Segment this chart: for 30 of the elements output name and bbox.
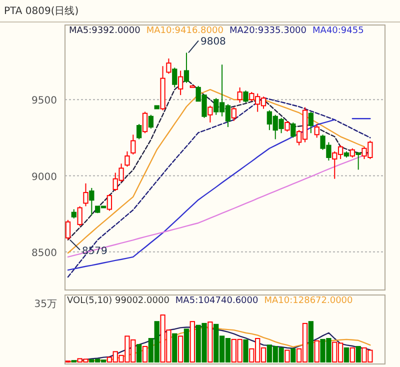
- y-tick-label: 9000: [32, 172, 57, 183]
- bar: [178, 336, 184, 362]
- bar: [208, 322, 213, 362]
- text: MA5:9392.0000: [69, 26, 141, 36]
- bar: [350, 347, 355, 362]
- bar: [356, 346, 361, 362]
- bar: [284, 350, 290, 362]
- y-tick-label: 9500: [32, 96, 57, 107]
- y-tick-label: 8500: [32, 248, 57, 259]
- bar: [142, 346, 148, 362]
- text: MA10:128672.0000: [264, 296, 354, 306]
- bar: [184, 328, 190, 362]
- text: MA5:104740.6000: [175, 296, 258, 306]
- text: 35万: [34, 299, 57, 310]
- bar: [290, 348, 296, 362]
- line-series: [67, 97, 371, 278]
- bar: [344, 347, 350, 362]
- bar: [190, 321, 195, 362]
- text: MA40:9455: [312, 26, 364, 36]
- chart-title: PTA 0809(日线): [4, 5, 79, 17]
- bar: [136, 344, 142, 362]
- text: MA20:9335.3000: [229, 26, 307, 36]
- bar: [314, 340, 320, 362]
- candlestick: [178, 70, 184, 96]
- text: MA10:9416.8000: [146, 26, 224, 36]
- bar: [243, 339, 248, 362]
- bar: [308, 321, 314, 362]
- bar: [172, 333, 178, 362]
- chart-title: VOL(5,10) 99002.0000: [67, 296, 170, 306]
- annotation: 9808: [200, 36, 226, 48]
